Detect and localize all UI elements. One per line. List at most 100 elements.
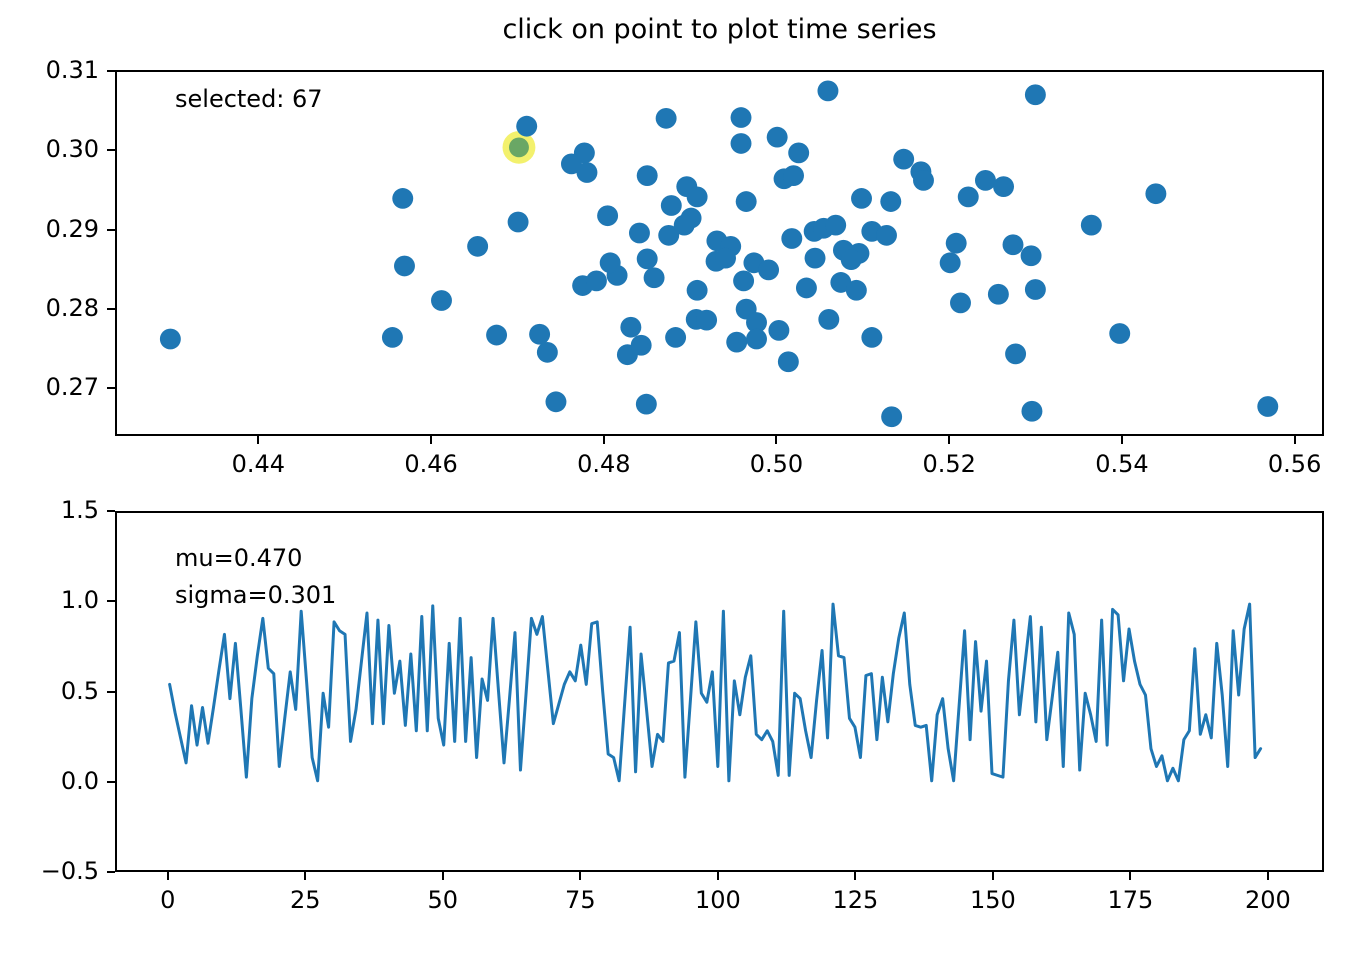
scatter-point[interactable] <box>431 290 452 311</box>
y-tick-label: −0.5 <box>40 857 99 885</box>
scatter-point[interactable] <box>660 195 682 216</box>
scatter-point[interactable] <box>545 391 567 413</box>
scatter-point[interactable] <box>788 142 810 164</box>
y-tick-label: 0.27 <box>45 373 99 402</box>
scatter-point[interactable] <box>576 162 598 183</box>
scatter-point[interactable] <box>536 341 558 363</box>
scatter-point[interactable] <box>628 222 650 244</box>
x-tick-label: 0.56 <box>1267 450 1322 478</box>
scatter-point[interactable] <box>1021 400 1043 422</box>
scatter-point[interactable] <box>585 270 607 292</box>
scatter-point[interactable] <box>950 292 971 314</box>
x-tick-label: 125 <box>832 886 879 914</box>
scatter-point[interactable] <box>507 211 529 233</box>
scatter-point[interactable] <box>733 270 755 292</box>
x-tick-label: 0.44 <box>231 450 286 478</box>
scatter-point[interactable] <box>830 272 852 293</box>
scatter-point[interactable] <box>726 331 748 353</box>
x-tick <box>166 872 169 880</box>
timeseries-axes <box>115 511 1324 872</box>
scatter-point[interactable] <box>861 327 883 348</box>
scatter-point[interactable] <box>730 107 752 128</box>
scatter-point[interactable] <box>1002 234 1024 256</box>
scatter-point[interactable] <box>394 255 415 277</box>
scatter-point[interactable] <box>1024 84 1046 106</box>
scatter-point[interactable] <box>1080 214 1102 236</box>
scatter-point[interactable] <box>893 148 915 170</box>
scatter-point[interactable] <box>851 188 872 209</box>
scatter-point[interactable] <box>635 393 657 415</box>
x-tick-label: 0.54 <box>1095 450 1149 478</box>
x-tick <box>1266 872 1269 880</box>
scatter-point[interactable] <box>768 319 790 341</box>
scatter-point[interactable] <box>818 308 840 330</box>
scatter-point[interactable] <box>817 80 839 102</box>
scatter-point[interactable] <box>1145 183 1167 205</box>
y-tick <box>107 600 115 603</box>
x-tick-label: 100 <box>694 886 741 914</box>
x-tick <box>304 872 307 880</box>
scatter-point[interactable] <box>974 169 996 191</box>
sigma-annotation: sigma=0.301 <box>175 581 337 609</box>
scatter-point[interactable] <box>957 186 979 208</box>
scatter-point[interactable] <box>1005 343 1027 365</box>
scatter-point[interactable] <box>686 279 708 301</box>
scatter-point[interactable] <box>1257 396 1279 417</box>
scatter-point[interactable] <box>696 309 718 331</box>
scatter-point[interactable] <box>599 252 621 274</box>
scatter-point[interactable] <box>876 224 897 246</box>
y-tick-label: 1.0 <box>60 586 99 615</box>
scatter-point[interactable] <box>392 188 414 209</box>
selected-scatter-point[interactable] <box>508 137 529 158</box>
scatter-point[interactable] <box>804 247 826 269</box>
scatter-axes[interactable] <box>115 70 1324 436</box>
scatter-point[interactable] <box>746 312 767 333</box>
scatter-point[interactable] <box>781 228 803 249</box>
y-tick-label: 0.0 <box>60 766 99 795</box>
scatter-point[interactable] <box>993 176 1015 198</box>
scatter-point[interactable] <box>1109 323 1131 344</box>
scatter-point[interactable] <box>730 133 752 154</box>
scatter-point[interactable] <box>630 334 652 356</box>
scatter-point[interactable] <box>636 165 658 187</box>
scatter-point[interactable] <box>945 232 967 254</box>
scatter-point[interactable] <box>795 277 817 299</box>
scatter-point[interactable] <box>913 169 934 191</box>
scatter-point[interactable] <box>881 406 903 428</box>
scatter-point[interactable] <box>1020 245 1042 267</box>
scatter-point[interactable] <box>1024 279 1046 300</box>
scatter-point[interactable] <box>735 191 757 212</box>
scatter-point[interactable] <box>766 126 788 148</box>
scatter-point[interactable] <box>840 249 862 271</box>
scatter-point[interactable] <box>159 328 181 350</box>
scatter-point[interactable] <box>758 259 780 281</box>
scatter-point[interactable] <box>825 214 847 236</box>
x-tick <box>854 872 857 880</box>
scatter-point[interactable] <box>467 235 489 257</box>
scatter-point[interactable] <box>620 316 642 338</box>
scatter-point[interactable] <box>658 224 680 246</box>
scatter-point[interactable] <box>529 323 551 345</box>
scatter-point[interactable] <box>777 351 799 373</box>
scatter-point[interactable] <box>655 107 677 129</box>
scatter-point[interactable] <box>686 186 708 208</box>
scatter-point[interactable] <box>597 205 619 227</box>
scatter-plot[interactable] <box>117 72 1322 434</box>
scatter-point[interactable] <box>746 328 767 350</box>
x-tick-label: 200 <box>1244 886 1291 914</box>
scatter-point[interactable] <box>880 191 902 212</box>
scatter-point[interactable] <box>987 283 1009 305</box>
scatter-point[interactable] <box>673 214 695 236</box>
scatter-point[interactable] <box>939 252 961 274</box>
scatter-point[interactable] <box>643 267 665 289</box>
scatter-point[interactable] <box>783 165 804 187</box>
scatter-point[interactable] <box>636 248 658 270</box>
scatter-point[interactable] <box>845 279 867 301</box>
scatter-point[interactable] <box>486 324 508 346</box>
scatter-point[interactable] <box>665 327 687 348</box>
scatter-point[interactable] <box>381 327 403 348</box>
scatter-point[interactable] <box>715 247 736 269</box>
scatter-point[interactable] <box>516 115 538 137</box>
scatter-point[interactable] <box>560 153 582 175</box>
